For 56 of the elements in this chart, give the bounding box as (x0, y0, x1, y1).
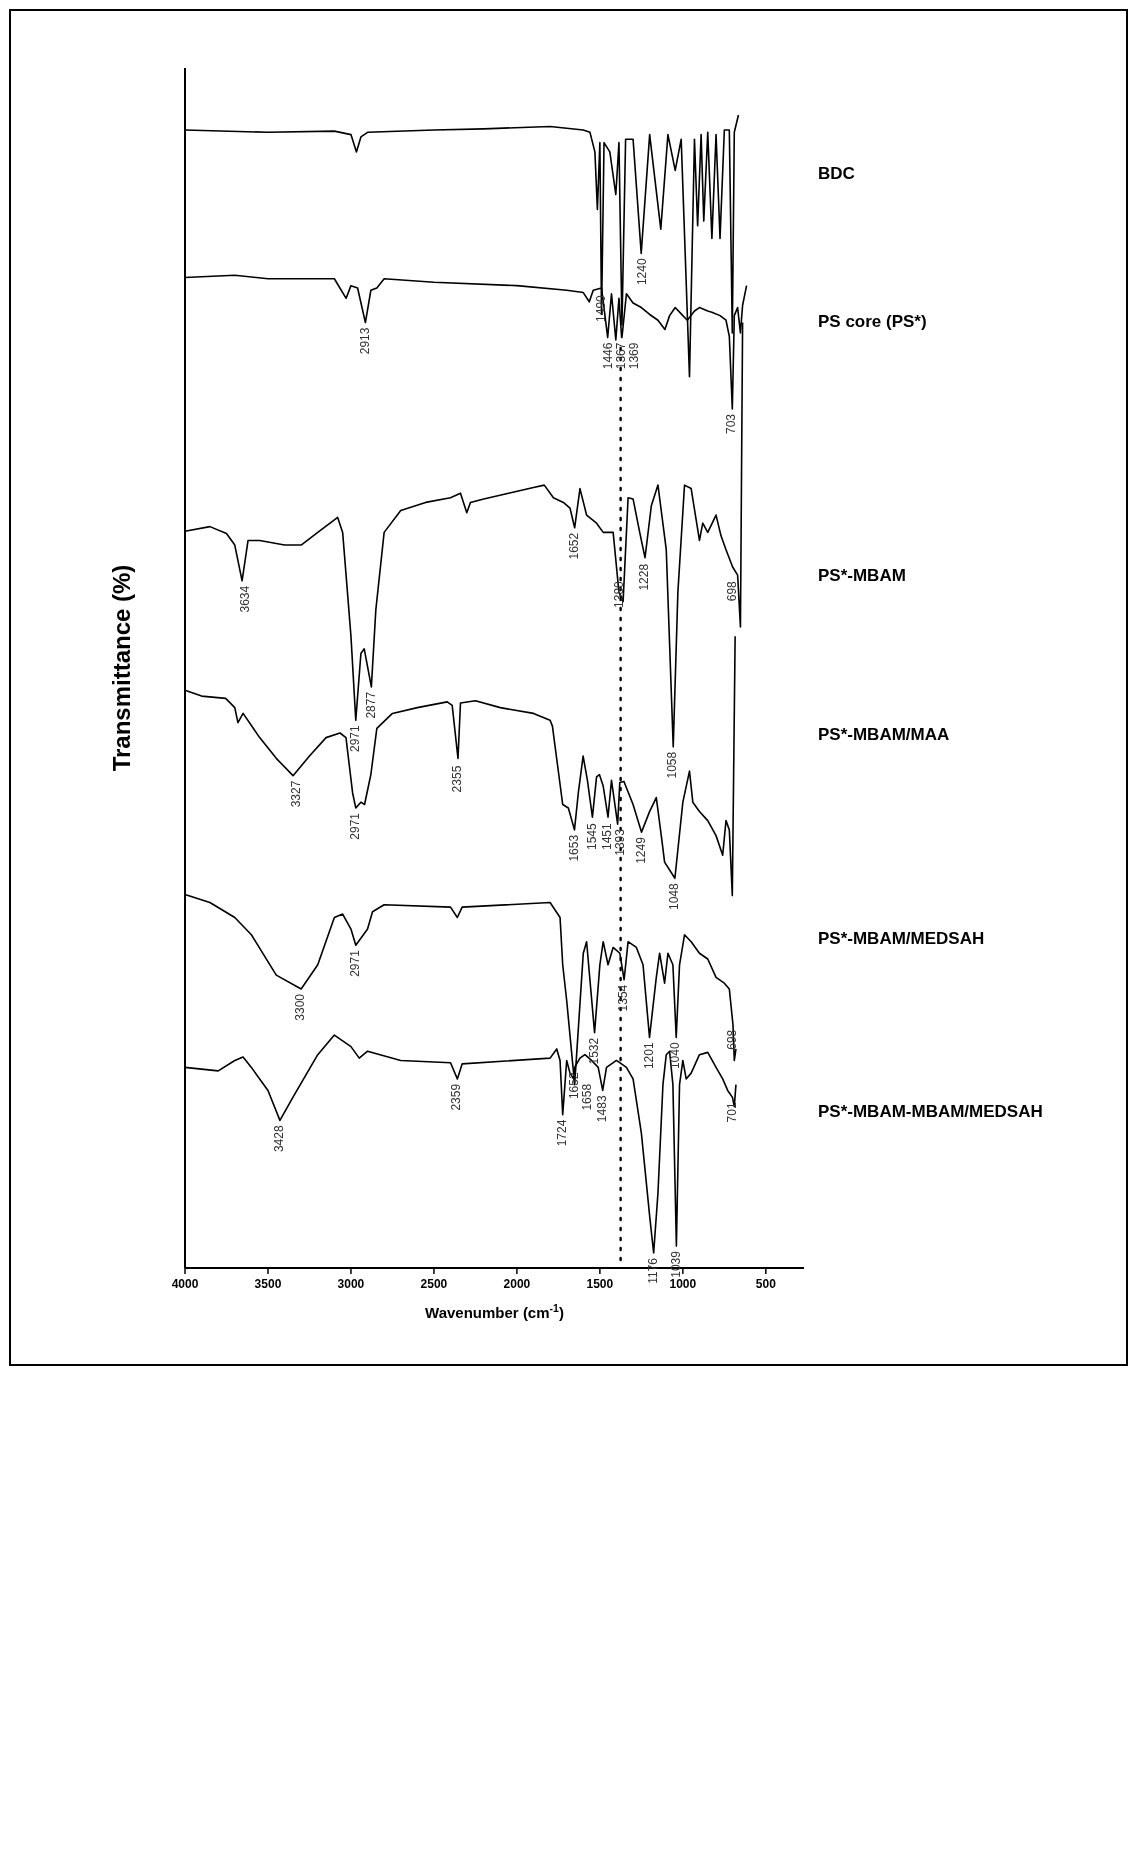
x-tick-label: 3000 (337, 1277, 365, 1291)
annotation: 698 (725, 580, 740, 602)
annotation: 1490 (593, 294, 608, 322)
annotation: 3634 (237, 585, 252, 613)
x-tick-label: 1500 (586, 1277, 614, 1291)
x-axis-title: Wavenumber (cm$^{-1}$) (425, 1302, 564, 1321)
annotation: 1354 (616, 984, 631, 1012)
annotation: 1532 (586, 1037, 601, 1065)
text: PS*-MBAM-MBAM/MEDSAH (818, 1101, 1043, 1121)
annotation: 1380 (611, 580, 626, 608)
annotation: 1176 (645, 1257, 660, 1284)
annotation: 3428 (272, 1125, 287, 1153)
annotation: 1451 (600, 823, 615, 851)
annotation: 1653 (566, 834, 581, 862)
annotation: 2971 (347, 812, 362, 840)
annotation: 3300 (293, 993, 308, 1021)
annotation: 1201 (641, 1042, 656, 1070)
x-tick-label: 1000 (669, 1277, 697, 1291)
annotation: 1724 (554, 1119, 569, 1147)
annotation: 698 (725, 1029, 740, 1050)
text: PS*-MBAM (818, 565, 906, 585)
annotation: 2971 (347, 725, 362, 753)
text: PS core (PS*) (818, 312, 927, 332)
x-tick-label: 500 (755, 1277, 777, 1291)
x-tick-label: 4000 (171, 1277, 199, 1291)
annotation: 1545 (584, 823, 599, 851)
text: BDC (818, 164, 855, 184)
annotation: 1228 (637, 563, 652, 591)
annotation: 1652 (566, 532, 581, 560)
annotation: 2971 (347, 949, 362, 977)
annotation: 2355 (450, 765, 465, 793)
x-tick-label: 2500 (420, 1277, 448, 1291)
annotation: 1652 (566, 1072, 581, 1100)
annotation: 2913 (357, 327, 372, 355)
annotation: 1040 (668, 1042, 683, 1070)
x-tick-label: 3500 (254, 1277, 282, 1291)
annotation: 2359 (449, 1083, 464, 1111)
annotation: 3327 (288, 780, 303, 808)
annotation: 1058 (665, 751, 680, 779)
annotation: 1048 (667, 882, 682, 910)
y-axis-title: Transmittance (%) (108, 564, 135, 772)
annotation: 1393 (613, 828, 628, 856)
annotation: 1367 (614, 342, 629, 370)
annotation: 701 (724, 1102, 739, 1123)
annotation: 1249 (633, 836, 648, 864)
annotation: 703 (724, 413, 739, 435)
annotation: 1446 (601, 342, 616, 370)
annotation: 1483 (594, 1095, 609, 1123)
annotation: 2877 (363, 691, 378, 719)
annotation: 1369 (627, 342, 642, 370)
text: PS*-MBAM/MAA (818, 724, 950, 744)
text: PS*-MBAM/MEDSAH (818, 928, 985, 948)
annotation: 1039 (668, 1250, 683, 1278)
x-tick-label: 2000 (503, 1277, 531, 1291)
annotation: 1240 (635, 258, 650, 286)
annotation: 1658 (579, 1083, 594, 1111)
